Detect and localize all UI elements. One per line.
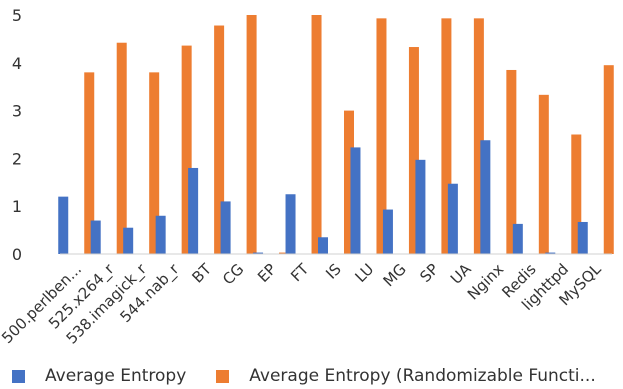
y-tick-label: 2 (12, 149, 22, 168)
bar-series-1 (545, 252, 556, 254)
y-tick-label: 4 (12, 54, 22, 73)
bar-series-2 (506, 69, 517, 254)
bar-series-1 (90, 220, 101, 254)
x-tick-label: LU (351, 260, 377, 286)
bar-series-2 (311, 15, 322, 254)
bar-series-2 (149, 72, 160, 254)
bar-series-1 (415, 159, 426, 254)
bar-series-1 (447, 183, 458, 254)
bar-series-1 (285, 194, 296, 254)
bar-series-1 (382, 209, 393, 254)
x-tick-label: FT (287, 260, 313, 286)
legend-swatch-series-1 (12, 369, 25, 383)
bar-series-2 (344, 110, 354, 254)
bar-series-1 (58, 196, 69, 254)
legend-swatch-series-2 (216, 369, 230, 383)
bar-series-1 (577, 221, 588, 254)
bar-series-2 (84, 72, 95, 254)
bar-series-1 (512, 223, 523, 254)
bar-series-2 (279, 252, 290, 254)
legend-label-series-1: Average Entropy (45, 366, 187, 386)
bar-series-1 (350, 147, 361, 254)
legend-item-series-1: Average Entropy (12, 366, 186, 386)
x-tick-label: SP (416, 260, 442, 286)
bar-series-1 (253, 252, 264, 254)
x-tick-label: MG (380, 260, 410, 290)
bar-series-2 (571, 134, 582, 254)
x-tick-label: EP (254, 260, 280, 286)
bar-series-2 (376, 18, 387, 254)
x-axis-ticks: 500.perlben...525.x264_r538.imagick_r544… (0, 260, 605, 349)
y-tick-label: 5 (12, 6, 22, 25)
legend: Average Entropy Average Entropy (Randomi… (12, 366, 623, 386)
bar-series-2 (441, 18, 452, 254)
legend-item-series-2: Average Entropy (Randomizable Functi... (216, 366, 596, 386)
bar-series-1 (318, 237, 328, 254)
y-tick-label: 0 (12, 245, 22, 264)
legend-label-series-2: Average Entropy (Randomizable Functi... (249, 366, 596, 386)
y-axis-ticks: 0 1 2 3 4 5 (12, 6, 22, 264)
bar-series-1 (155, 215, 166, 254)
bar-series-1 (220, 201, 231, 254)
bar-series-2 (603, 65, 614, 254)
bar-series-2 (181, 45, 192, 255)
y-tick-label: 1 (12, 197, 22, 216)
bar-series-2 (538, 94, 549, 254)
x-tick-label: Nginx (464, 260, 507, 303)
bar-series-1 (480, 140, 491, 254)
bar-series-2 (246, 15, 257, 254)
bar-series-1 (188, 167, 199, 254)
x-tick-label: CG (219, 260, 247, 288)
bars (58, 15, 614, 255)
bar-series-2 (214, 25, 225, 254)
x-tick-label: BT (188, 260, 215, 287)
bar-series-2 (408, 47, 419, 254)
bar-series-1 (123, 227, 134, 254)
y-tick-label: 3 (12, 102, 22, 121)
bar-series-2 (473, 18, 484, 254)
x-tick-label: IS (322, 260, 345, 283)
bar-series-2 (116, 42, 127, 254)
